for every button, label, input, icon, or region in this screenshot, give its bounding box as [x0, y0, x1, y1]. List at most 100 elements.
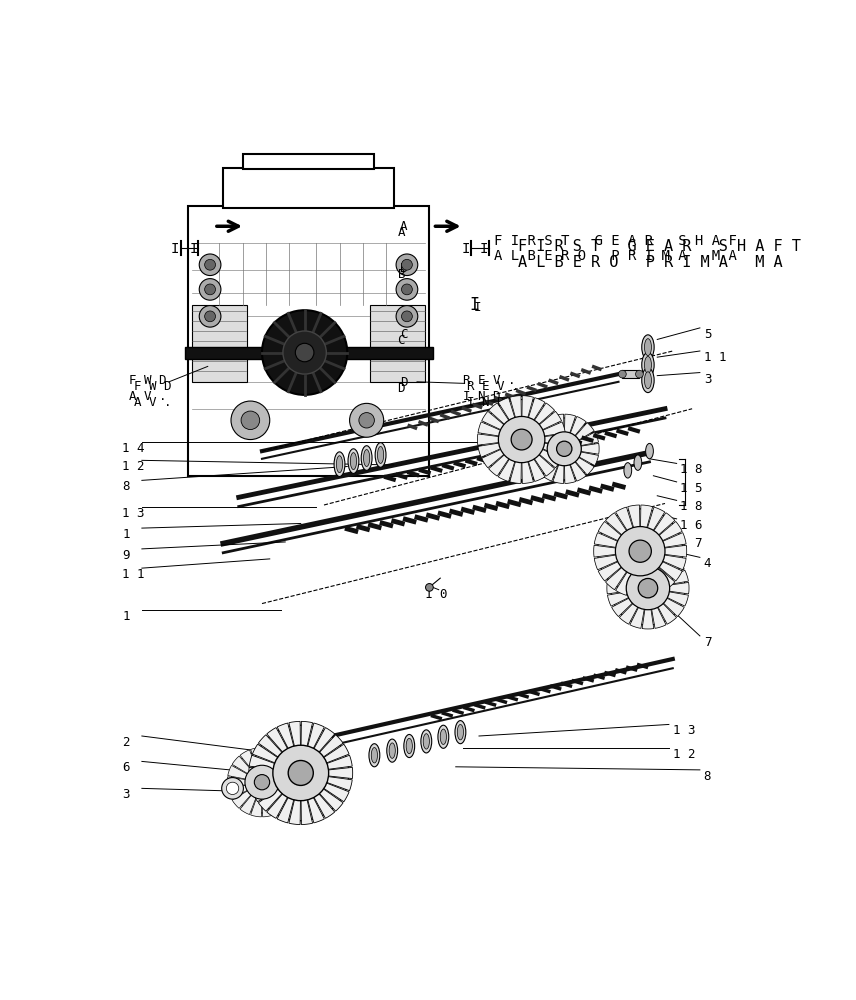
Ellipse shape — [634, 455, 642, 470]
Wedge shape — [648, 548, 666, 588]
Text: 6: 6 — [122, 761, 130, 774]
Text: A V .: A V . — [134, 396, 171, 409]
Text: 1 8: 1 8 — [681, 463, 703, 476]
Circle shape — [533, 418, 595, 480]
Text: A V .: A V . — [128, 389, 166, 402]
Wedge shape — [642, 588, 654, 629]
Wedge shape — [640, 551, 682, 581]
Text: I: I — [470, 296, 479, 314]
Wedge shape — [564, 449, 598, 466]
Circle shape — [401, 284, 413, 295]
Ellipse shape — [421, 730, 431, 753]
Wedge shape — [564, 432, 598, 449]
Wedge shape — [640, 551, 665, 595]
Wedge shape — [259, 735, 300, 773]
Circle shape — [295, 343, 314, 362]
Wedge shape — [232, 756, 262, 782]
Wedge shape — [615, 507, 640, 551]
Wedge shape — [300, 755, 352, 773]
Bar — [371, 305, 425, 382]
Text: F I R S T   G E A R   S H A F T: F I R S T G E A R S H A F T — [518, 239, 800, 254]
Wedge shape — [564, 423, 594, 449]
Wedge shape — [249, 773, 300, 791]
Wedge shape — [521, 440, 555, 476]
Wedge shape — [640, 521, 682, 551]
Text: 1 3: 1 3 — [673, 724, 695, 737]
Circle shape — [615, 527, 665, 576]
Ellipse shape — [645, 339, 651, 356]
Ellipse shape — [642, 353, 654, 377]
Wedge shape — [262, 782, 296, 799]
Text: I: I — [473, 301, 481, 314]
Ellipse shape — [642, 335, 654, 359]
Ellipse shape — [438, 725, 449, 748]
Wedge shape — [648, 560, 684, 588]
Circle shape — [619, 370, 627, 378]
Wedge shape — [300, 773, 349, 802]
Text: R E V .: R E V . — [463, 374, 516, 387]
Circle shape — [511, 429, 532, 450]
Ellipse shape — [624, 463, 632, 478]
Circle shape — [222, 778, 243, 799]
Wedge shape — [564, 443, 599, 454]
Text: 1 5: 1 5 — [681, 482, 703, 495]
Wedge shape — [521, 434, 566, 445]
Wedge shape — [478, 434, 521, 445]
Circle shape — [597, 509, 683, 594]
Wedge shape — [608, 588, 648, 606]
Ellipse shape — [404, 734, 414, 758]
Wedge shape — [267, 728, 300, 773]
Wedge shape — [262, 777, 297, 788]
Wedge shape — [498, 398, 521, 440]
Text: F W D: F W D — [134, 380, 171, 393]
Text: C: C — [400, 328, 407, 341]
Wedge shape — [259, 773, 300, 811]
Circle shape — [254, 775, 270, 790]
Bar — [193, 305, 247, 382]
Ellipse shape — [348, 449, 359, 473]
Wedge shape — [564, 414, 575, 449]
Ellipse shape — [389, 743, 395, 758]
Wedge shape — [227, 777, 262, 788]
Wedge shape — [521, 440, 533, 483]
Wedge shape — [521, 440, 565, 457]
Wedge shape — [240, 782, 262, 815]
Ellipse shape — [372, 748, 377, 763]
Ellipse shape — [361, 446, 372, 470]
Wedge shape — [608, 570, 648, 588]
Bar — [185, 347, 432, 359]
Wedge shape — [620, 588, 648, 624]
Ellipse shape — [377, 446, 383, 463]
Ellipse shape — [369, 744, 380, 767]
Circle shape — [199, 306, 221, 327]
Wedge shape — [478, 440, 521, 457]
Text: A L B E R O   P R I M A   M A: A L B E R O P R I M A M A — [518, 255, 782, 270]
Wedge shape — [482, 440, 521, 468]
Text: D: D — [398, 382, 405, 395]
Wedge shape — [251, 748, 262, 782]
Text: 1 4: 1 4 — [122, 442, 145, 455]
Wedge shape — [648, 588, 666, 628]
Wedge shape — [648, 552, 676, 588]
Wedge shape — [521, 398, 545, 440]
Wedge shape — [553, 449, 564, 483]
Ellipse shape — [350, 453, 357, 470]
Text: I: I — [190, 242, 199, 256]
Wedge shape — [300, 773, 324, 823]
Circle shape — [359, 413, 374, 428]
Text: 1 7: 1 7 — [681, 537, 703, 550]
Circle shape — [205, 259, 216, 270]
Wedge shape — [648, 588, 676, 624]
Wedge shape — [620, 552, 648, 588]
Wedge shape — [640, 551, 652, 597]
Text: A: A — [398, 226, 405, 239]
Circle shape — [226, 782, 239, 795]
Wedge shape — [300, 773, 343, 811]
Wedge shape — [564, 449, 586, 481]
Wedge shape — [598, 551, 640, 581]
Wedge shape — [262, 765, 296, 782]
Text: 8: 8 — [122, 480, 130, 493]
Wedge shape — [240, 750, 262, 782]
Ellipse shape — [336, 456, 342, 473]
Circle shape — [288, 760, 313, 785]
